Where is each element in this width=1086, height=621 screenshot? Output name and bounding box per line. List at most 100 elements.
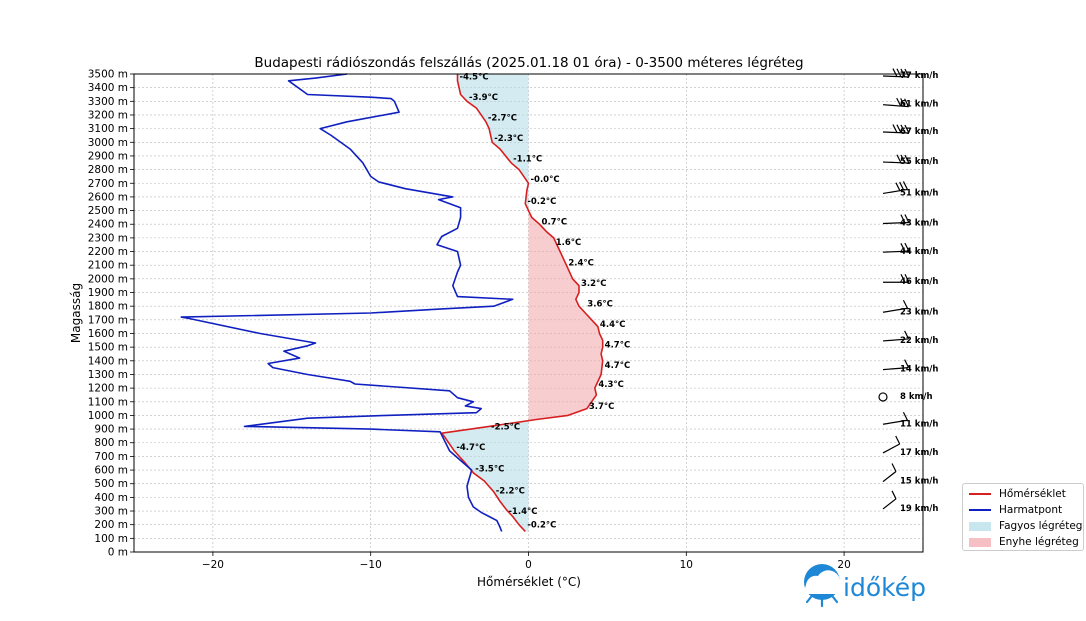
y-tick-label: 1100 m (88, 396, 128, 408)
y-tick-label: 3300 m (88, 96, 128, 108)
x-tick-label: −10 (360, 559, 382, 571)
dewpoint-line (180, 73, 514, 532)
wind-barb-flag (900, 214, 906, 223)
wind-speed-label: 23 km/h (900, 307, 938, 317)
wind-barb: 17 km/h (882, 435, 938, 458)
wind-barb-flag (904, 273, 910, 283)
wind-speed-label: 51 km/h (900, 188, 938, 198)
wind-barb: 51 km/h (882, 181, 938, 198)
temperature-data-label: -1.1°C (513, 155, 542, 165)
wind-speed-label: 11 km/h (900, 419, 938, 429)
wind-barb: 44 km/h (882, 242, 938, 257)
y-tick-label: 2200 m (88, 246, 128, 258)
wind-speed-label: 61 km/h (900, 100, 938, 110)
wind-barb-shaft (882, 366, 909, 371)
wind-barb-flag (904, 359, 910, 368)
logo-text: időkép (843, 573, 926, 602)
x-tick-label: 20 (837, 559, 850, 571)
wind-speed-label: 17 km/h (900, 448, 938, 458)
grid (134, 74, 923, 552)
sun-cloud-icon (804, 564, 846, 608)
y-tick-label: 900 m (94, 424, 128, 436)
wind-barb-shaft (882, 498, 897, 510)
wind-barb-shaft (882, 307, 908, 313)
y-tick-label: 500 m (94, 478, 128, 490)
temperature-data-label: 0.7°C (542, 217, 568, 227)
temperature-data-label: -2.7°C (488, 114, 517, 124)
series-lines (180, 73, 604, 533)
temperature-data-label: 4.7°C (605, 361, 631, 371)
legend-swatch-temperature (969, 493, 991, 495)
temperature-labels: -0.2°C -1.4°C -2.2°C -3.5°C -4.7°C -2.5°C 3.7°… (456, 73, 630, 531)
x-tick-label: 10 (680, 559, 693, 571)
wind-barb-flag (900, 273, 906, 283)
wind-barb-flag (896, 97, 902, 107)
temperature-data-label: 2.4°C (568, 258, 594, 268)
wind-barb: 15 km/h (882, 463, 938, 487)
y-tick-label: 2300 m (88, 232, 128, 244)
temperature-data-label: 3.6°C (587, 299, 613, 309)
wind-barb-flag (900, 68, 906, 78)
wind-barb-flag (896, 154, 902, 164)
wind-barb-flag (891, 490, 897, 500)
wind-speed-label: 77 km/h (900, 71, 938, 81)
temperature-data-label: -0.0°C (531, 175, 560, 185)
wind-barb-flag (900, 98, 906, 107)
legend-item-temperature: Hőmérséklet (969, 486, 1066, 502)
legend-swatch-freezing (969, 521, 991, 531)
y-tick-label: 600 m (94, 465, 128, 477)
wind-barb: 46 km/h (883, 273, 938, 287)
wind-barb-flag (900, 243, 906, 252)
wind-barb: 14 km/h (882, 359, 938, 375)
wind-speed-label: 44 km/h (900, 247, 938, 257)
wind-barb: 8 km/h (878, 392, 933, 402)
wind-barb-flag (891, 463, 897, 472)
y-tick-label: 2000 m (88, 273, 128, 285)
wind-barb-shaft (882, 443, 900, 454)
wind-barb-shaft (882, 338, 909, 342)
y-tick-label: 1800 m (88, 301, 128, 313)
wind-barb-shaft (882, 419, 908, 425)
y-tick-label: 1600 m (88, 328, 128, 340)
temperature-line (440, 74, 604, 533)
y-tick-label: 3100 m (88, 123, 128, 135)
temperature-data-label: -2.5°C (491, 422, 520, 432)
temperature-data-label: -2.3°C (494, 134, 523, 144)
wind-barb: 61 km/h (882, 97, 938, 110)
wind-barb: 23 km/h (882, 299, 938, 317)
idokep-logo: időkép (804, 564, 926, 608)
wind-barb: 19 km/h (882, 490, 938, 514)
wind-barb: 11 km/h (882, 411, 938, 429)
y-tick-label: 1900 m (88, 287, 128, 299)
y-tick-label: 0 m (108, 547, 128, 559)
y-tick-label: 800 m (94, 437, 128, 449)
y-tick-label: 2500 m (88, 205, 128, 217)
legend-item-freezing: Fagyos légréteg (969, 518, 1082, 534)
wind-barb-flag (892, 68, 898, 77)
freezing-layer-fill (441, 420, 529, 532)
wind-barb-flag (904, 154, 910, 164)
wind-speed-label: 14 km/h (900, 365, 938, 375)
y-tick-label: 2800 m (88, 164, 128, 176)
y-tick-label: 2600 m (88, 191, 128, 203)
y-tick-label: 1700 m (88, 314, 128, 326)
wind-barb-flag (904, 214, 910, 223)
temperature-data-label: -3.9°C (469, 93, 498, 103)
y-tick-label: 200 m (94, 519, 128, 531)
wind-barb: 67 km/h (882, 124, 938, 137)
mild-layer-fill (528, 210, 603, 421)
temperature-data-label: -4.5°C (459, 73, 488, 83)
temperature-data-label: 4.3°C (598, 380, 624, 390)
wind-speed-label: 19 km/h (900, 504, 938, 514)
wind-barb-shaft (882, 471, 897, 483)
wind-barb-flag (904, 68, 910, 78)
temperature-data-label: -0.2°C (527, 197, 556, 207)
y-tick-label: 2700 m (88, 178, 128, 190)
wind-barb-flag (902, 411, 908, 421)
y-tick-label: 700 m (94, 451, 128, 463)
wind-barb-flag (899, 181, 905, 191)
wind-barb-flag (896, 68, 902, 77)
calm-wind-icon (878, 392, 888, 402)
temperature-data-label: -1.4°C (508, 507, 537, 517)
